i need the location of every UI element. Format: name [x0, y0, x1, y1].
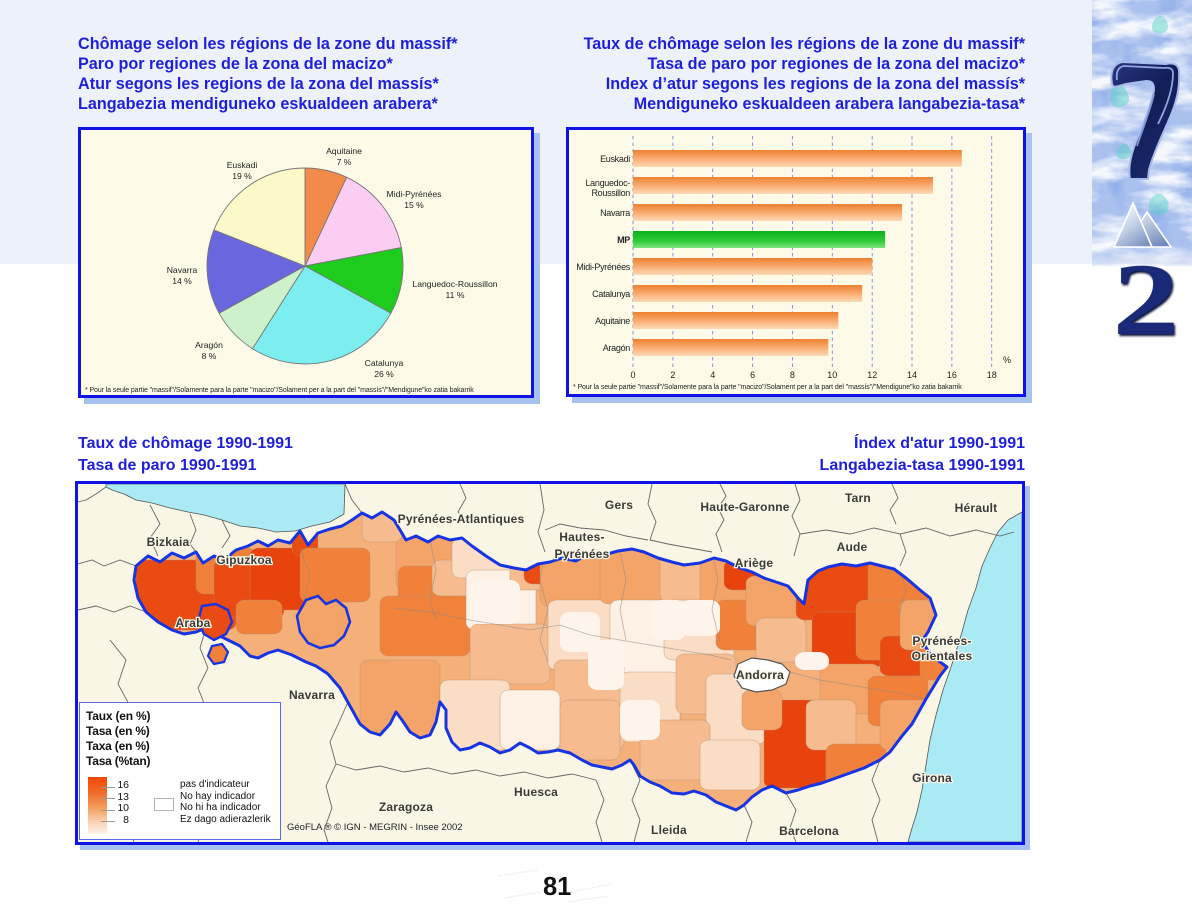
svg-text:14 %: 14 % — [172, 276, 192, 286]
svg-text:Ariège: Ariège — [735, 556, 774, 570]
svg-text:Roussillon: Roussillon — [591, 188, 630, 198]
svg-text:Navarra: Navarra — [289, 688, 335, 702]
svg-text:Girona: Girona — [912, 771, 952, 785]
svg-text:%: % — [1003, 355, 1011, 365]
svg-text:Haute-Garonne: Haute-Garonne — [700, 500, 789, 514]
svg-text:Gipuzkoa: Gipuzkoa — [216, 553, 272, 567]
svg-text:4: 4 — [710, 370, 715, 380]
svg-text:19 %: 19 % — [232, 171, 252, 181]
svg-text:Aquitaine: Aquitaine — [595, 316, 630, 326]
svg-text:0: 0 — [630, 370, 635, 380]
svg-text:Catalunya: Catalunya — [365, 358, 404, 368]
svg-text:16: 16 — [947, 370, 957, 380]
svg-text:Languedoc-Roussillon: Languedoc-Roussillon — [412, 279, 497, 289]
svg-text:18: 18 — [987, 370, 997, 380]
svg-text:Zaragoza: Zaragoza — [379, 800, 433, 814]
svg-text:10: 10 — [827, 370, 837, 380]
svg-text:Midi-Pyrénées: Midi-Pyrénées — [387, 189, 442, 199]
svg-text:Huesca: Huesca — [514, 785, 558, 799]
svg-text:Lleida: Lleida — [651, 823, 687, 837]
svg-text:Midi-Pyrénées: Midi-Pyrénées — [576, 262, 630, 272]
svg-text:Navarra: Navarra — [167, 265, 198, 275]
svg-text:Araba: Araba — [175, 616, 210, 630]
svg-text:MP: MP — [617, 235, 630, 245]
svg-text:Hérault: Hérault — [955, 501, 998, 515]
svg-text:Pyrénées: Pyrénées — [555, 547, 610, 561]
svg-text:Orientales: Orientales — [912, 649, 973, 663]
svg-text:Hautes-: Hautes- — [559, 530, 604, 544]
svg-text:* Pour la seule partie "massif: * Pour la seule partie "massif"/Solament… — [573, 384, 962, 391]
svg-text:12: 12 — [867, 370, 877, 380]
svg-text:11 %: 11 % — [446, 290, 465, 300]
svg-text:Euskadi: Euskadi — [227, 160, 258, 170]
svg-text:15 %: 15 % — [404, 200, 424, 210]
svg-text:Languedoc-: Languedoc- — [585, 178, 630, 188]
svg-text:Bizkaia: Bizkaia — [147, 535, 190, 549]
svg-text:Aquitaine: Aquitaine — [326, 146, 362, 156]
svg-text:2: 2 — [670, 370, 675, 380]
svg-text:Catalunya: Catalunya — [592, 289, 630, 299]
svg-text:Andorra: Andorra — [736, 668, 784, 682]
svg-text:Tarn: Tarn — [845, 491, 871, 505]
svg-text:8 %: 8 % — [202, 351, 217, 361]
svg-text:Aragón: Aragón — [603, 343, 631, 353]
svg-text:14: 14 — [907, 370, 917, 380]
svg-text:Aude: Aude — [837, 540, 868, 554]
svg-text:Euskadi: Euskadi — [600, 154, 630, 164]
svg-text:8: 8 — [790, 370, 795, 380]
svg-text:Aragón: Aragón — [195, 340, 223, 350]
svg-text:Barcelona: Barcelona — [779, 824, 839, 838]
svg-text:* Pour la seule partie "massif: * Pour la seule partie "massif"/Solament… — [85, 387, 474, 394]
svg-text:6: 6 — [750, 370, 755, 380]
svg-text:Navarra: Navarra — [600, 208, 630, 218]
svg-text:26 %: 26 % — [374, 369, 394, 379]
svg-text:7 %: 7 % — [337, 157, 352, 167]
svg-text:Pyrénées-Atlantiques: Pyrénées-Atlantiques — [398, 512, 525, 526]
svg-text:Pyrénées-: Pyrénées- — [912, 634, 971, 648]
svg-text:Gers: Gers — [605, 498, 633, 512]
